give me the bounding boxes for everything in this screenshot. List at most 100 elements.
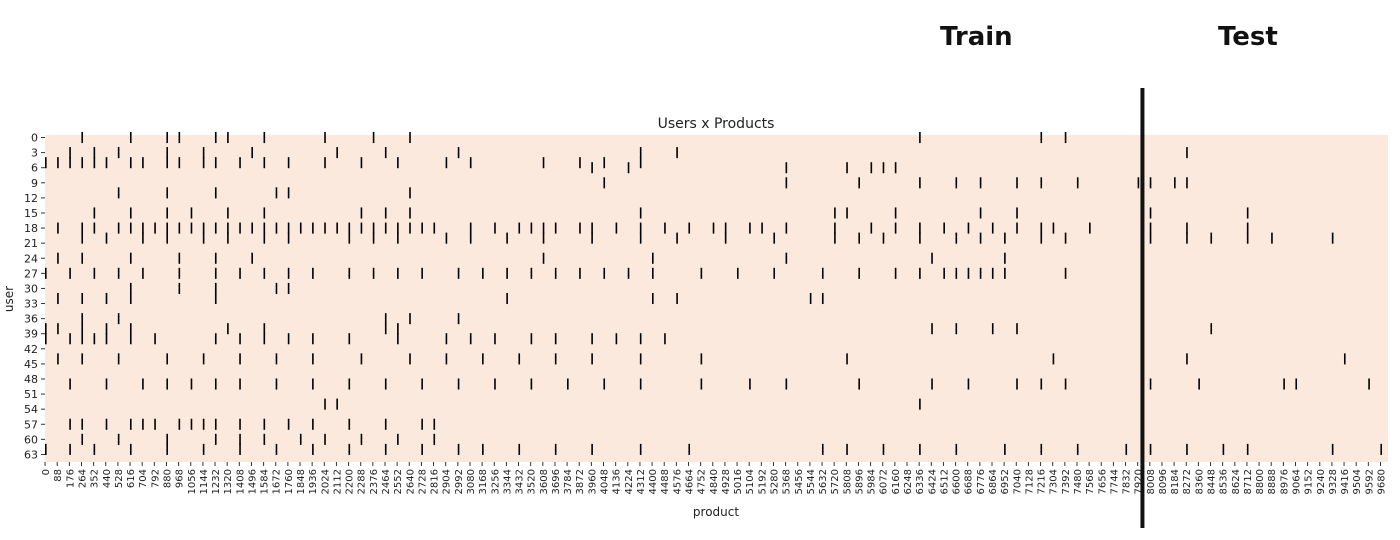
heatmap-cell (1368, 378, 1370, 390)
x-tick-label: 5808 (842, 469, 853, 494)
x-tick-label: 176 (65, 469, 76, 488)
heatmap-cell (676, 232, 678, 244)
heatmap-cell (1040, 443, 1043, 455)
heatmap-cell (142, 418, 144, 430)
x-tick-label: 3080 (466, 469, 477, 494)
x-tick-label: 1848 (296, 469, 307, 494)
heatmap-cell (846, 353, 848, 365)
heatmap-cell (190, 418, 193, 430)
heatmap-cell (202, 157, 205, 169)
heatmap-cell (214, 131, 217, 144)
heatmap-cell (834, 222, 836, 234)
heatmap-cell (639, 157, 642, 169)
heatmap-cell (1016, 207, 1018, 219)
heatmap-cell (324, 433, 326, 445)
heatmap-cell (263, 323, 266, 335)
x-tick-label: 5016 (733, 469, 744, 494)
heatmap-cell (494, 222, 496, 234)
heatmap-cell (81, 222, 84, 234)
heatmap-cell (69, 267, 71, 279)
x-tick-label: 9680 (1376, 469, 1387, 494)
heatmap-cell (1186, 232, 1188, 244)
heatmap-cell (652, 292, 654, 305)
heatmap-cell (421, 378, 423, 390)
heatmap-cell (384, 378, 387, 390)
x-tick-label: 2728 (417, 469, 428, 494)
heatmap-cell (239, 157, 241, 169)
heatmap-cell (1149, 443, 1152, 455)
heatmap-cell (214, 333, 217, 345)
heatmap-cell (846, 207, 848, 219)
x-tick-label: 5544 (806, 469, 817, 494)
heatmap-cell (409, 313, 411, 325)
heatmap-cell (1076, 177, 1079, 189)
heatmap-cell (603, 177, 606, 189)
heatmap-cell (1283, 378, 1285, 390)
heatmap-cell (263, 433, 266, 445)
x-tick-label: 2992 (454, 469, 465, 494)
heatmap-cell (1040, 222, 1043, 234)
heatmap-cell (45, 323, 47, 335)
heatmap-cell (227, 222, 229, 234)
heatmap-cell (287, 267, 290, 279)
heatmap-cell (1186, 353, 1188, 365)
x-tick-label: 7568 (1085, 469, 1096, 494)
heatmap-cell (69, 157, 71, 169)
x-tick-label: 4928 (721, 469, 732, 494)
heatmap-cell (433, 222, 436, 234)
heatmap-cell (603, 267, 606, 279)
heatmap-cell (81, 353, 84, 365)
y-tick-label: 63 (24, 448, 38, 461)
x-tick-label: 2288 (357, 469, 368, 494)
x-tick-label: 5368 (782, 469, 793, 494)
heatmap-cell (263, 157, 266, 169)
x-tick-label: 8448 (1207, 469, 1218, 494)
heatmap-cell (785, 378, 788, 390)
heatmap-cell (312, 353, 314, 365)
heatmap-cell (312, 418, 314, 430)
heatmap-cell (287, 222, 290, 234)
heatmap-cell (324, 157, 326, 169)
x-tick-label: 1672 (272, 469, 283, 494)
heatmap-cell (639, 222, 642, 234)
heatmap-cell (1149, 222, 1152, 234)
heatmap-cell (57, 292, 59, 305)
heatmap-cell (239, 333, 241, 345)
heatmap-cell (57, 157, 59, 169)
heatmap-cell (506, 267, 508, 279)
heatmap-cell (530, 378, 533, 390)
heatmap-cell (870, 162, 873, 174)
heatmap-cell (1125, 443, 1128, 455)
y-tick-label: 12 (24, 192, 38, 205)
heatmap-cell (45, 267, 47, 279)
heatmap-cell (1040, 378, 1043, 390)
heatmap-cell (554, 267, 557, 279)
y-tick-label: 51 (24, 388, 38, 401)
x-tick-label: 4048 (600, 469, 611, 494)
heatmap-cell (943, 267, 945, 279)
heatmap-cell (846, 443, 848, 455)
heatmap-cell (919, 222, 921, 234)
x-tick-label: 1056 (187, 469, 198, 494)
x-tick-label: 7656 (1097, 469, 1108, 494)
heatmap-cell (287, 333, 290, 345)
heatmap-cell (591, 232, 593, 244)
x-tick-label: 8008 (1146, 469, 1157, 494)
heatmap-cell (736, 267, 739, 279)
heatmap-cell (1004, 267, 1006, 279)
heatmap-cell (312, 443, 314, 455)
heatmap-cell (105, 378, 108, 390)
heatmap-cell (287, 187, 290, 199)
heatmap-cell (117, 147, 120, 159)
heatmap-cell (700, 353, 703, 365)
heatmap-cell (69, 333, 71, 345)
x-tick-label: 1320 (223, 469, 234, 494)
heatmap-cell (202, 232, 205, 244)
x-tick-label: 528 (114, 469, 125, 488)
heatmap-cell (263, 131, 266, 144)
heatmap-cell (384, 313, 387, 325)
heatmap-cell (554, 222, 557, 234)
heatmap-cell (93, 333, 96, 345)
x-tick-label: 9240 (1316, 469, 1327, 494)
heatmap-cell (1040, 131, 1043, 144)
